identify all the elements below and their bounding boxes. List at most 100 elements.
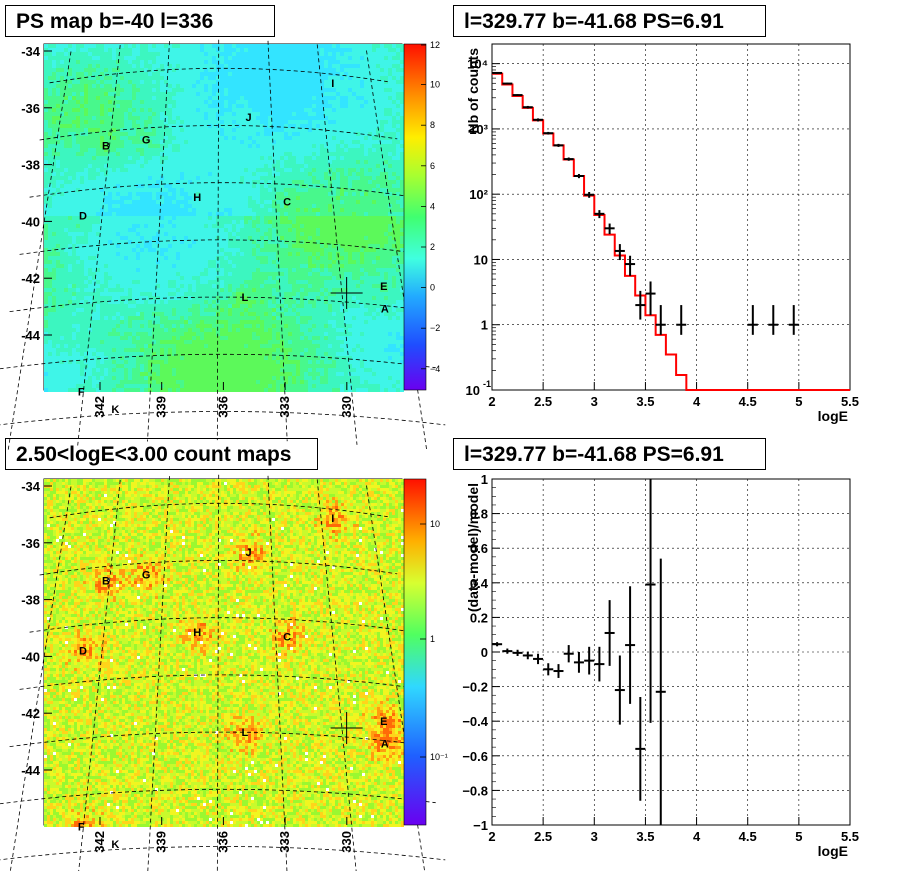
- map-pixel: [232, 76, 236, 80]
- map-pixel: [332, 120, 336, 124]
- map-pixel: [356, 260, 360, 264]
- map-pixel: [80, 72, 84, 76]
- map-pixel: [48, 236, 52, 240]
- map-pixel: [136, 184, 140, 188]
- map-pixel: [44, 56, 48, 60]
- map-pixel: [124, 140, 128, 144]
- map-pixel: [232, 116, 236, 120]
- map-pixel: [108, 48, 112, 52]
- map-pixel: [108, 84, 112, 88]
- map-pixel: [96, 176, 100, 180]
- map-pixel: [364, 252, 368, 256]
- map-pixel: [56, 240, 60, 244]
- map-pixel: [132, 236, 136, 240]
- map-pixel: [356, 252, 360, 256]
- map-pixel: [224, 120, 228, 124]
- map-pixel: [400, 240, 404, 244]
- map-pixel: [136, 64, 140, 68]
- map-pixel: [308, 72, 312, 76]
- map-pixel: [120, 124, 124, 128]
- map-pixel: [352, 200, 356, 204]
- map-pixel: [272, 228, 276, 232]
- map-pixel: [44, 204, 48, 208]
- map-pixel: [152, 208, 156, 212]
- map-pixel: [172, 144, 176, 148]
- map-pixel: [336, 88, 340, 92]
- map-pixel: [160, 92, 164, 96]
- map-pixel: [148, 144, 152, 148]
- map-pixel: [96, 248, 100, 252]
- map-pixel: [364, 80, 368, 84]
- map-pixel: [332, 52, 336, 56]
- map-pixel: [188, 84, 192, 88]
- map-pixel: [60, 68, 64, 72]
- map-pixel: [204, 200, 208, 204]
- map-pixel: [260, 172, 264, 176]
- map-pixel: [164, 192, 168, 196]
- map-pixel: [204, 152, 208, 156]
- map-pixel: [80, 220, 84, 224]
- map-pixel: [344, 56, 348, 60]
- map-pixel: [352, 256, 356, 260]
- map-pixel: [280, 104, 284, 108]
- map-pixel: [76, 260, 80, 264]
- map-pixel: [180, 136, 184, 140]
- map-pixel: [224, 48, 228, 52]
- map-pixel: [236, 116, 240, 120]
- map-pixel: [284, 132, 288, 136]
- map-pixel: [388, 164, 392, 168]
- map-pixel: [208, 244, 212, 248]
- map-pixel: [164, 184, 168, 188]
- map-pixel: [156, 256, 160, 260]
- map-pixel: [132, 68, 136, 72]
- map-pixel: [368, 144, 372, 148]
- map-pixel: [344, 156, 348, 160]
- map-pixel: [148, 48, 152, 52]
- map-pixel: [48, 120, 52, 124]
- map-pixel: [364, 232, 368, 236]
- map-pixel: [80, 124, 84, 128]
- map-pixel: [208, 228, 212, 232]
- map-pixel: [144, 212, 148, 216]
- map-pixel: [296, 156, 300, 160]
- map-pixel: [360, 224, 364, 228]
- map-pixel: [208, 148, 212, 152]
- map-pixel: [196, 244, 200, 248]
- map-pixel: [356, 196, 360, 200]
- map-pixel: [312, 192, 316, 196]
- map-pixel: [72, 132, 76, 136]
- map-pixel: [248, 108, 252, 112]
- map-pixel: [164, 120, 168, 124]
- map-pixel: [220, 144, 224, 148]
- map-pixel: [240, 252, 244, 256]
- map-pixel: [292, 236, 296, 240]
- map-pixel: [276, 152, 280, 156]
- map-pixel: [228, 172, 232, 176]
- map-pixel: [92, 176, 96, 180]
- map-pixel: [352, 260, 356, 264]
- map-pixel: [268, 240, 272, 244]
- map-pixel: [364, 124, 368, 128]
- map-pixel: [184, 176, 188, 180]
- map-pixel: [400, 172, 404, 176]
- map-pixel: [304, 92, 308, 96]
- map-pixel: [336, 68, 340, 72]
- map-pixel: [300, 228, 304, 232]
- map-pixel: [104, 156, 108, 160]
- map-pixel: [192, 220, 196, 224]
- map-pixel: [400, 52, 404, 56]
- map-pixel: [324, 212, 328, 216]
- map-pixel: [192, 204, 196, 208]
- map-pixel: [236, 248, 240, 252]
- map-pixel: [80, 136, 84, 140]
- map-pixel: [48, 208, 52, 212]
- map-pixel: [212, 96, 216, 100]
- map-pixel: [396, 196, 400, 200]
- map-pixel: [376, 60, 380, 64]
- map-pixel: [356, 244, 360, 248]
- map-pixel: [332, 180, 336, 184]
- map-pixel: [52, 152, 56, 156]
- map-pixel: [144, 120, 148, 124]
- map-pixel: [248, 76, 252, 80]
- map-pixel: [96, 188, 100, 192]
